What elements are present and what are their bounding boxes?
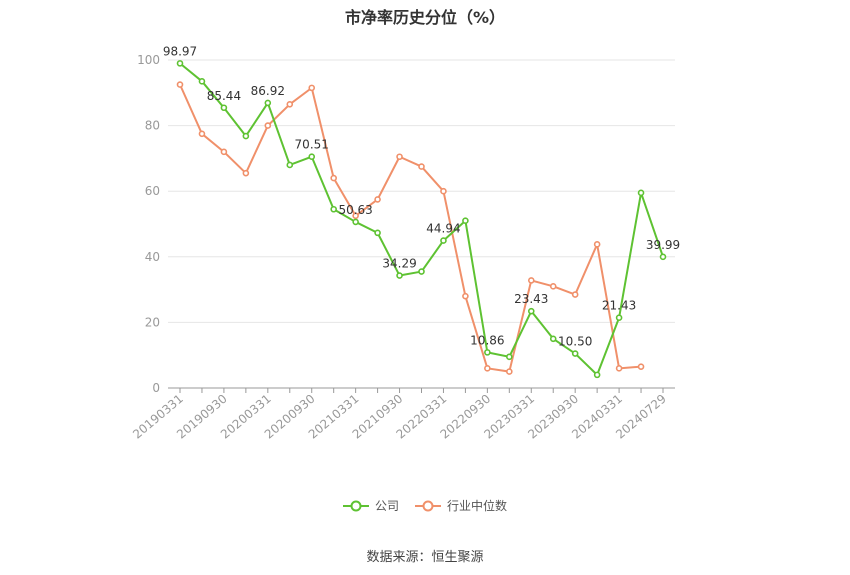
- data-point-industry: [615, 365, 623, 372]
- data-point-industry: [440, 187, 447, 195]
- data-point-company: [330, 205, 337, 213]
- y-tick-label: 60: [145, 184, 160, 198]
- data-point-company: [506, 353, 513, 361]
- data-point-company: [396, 272, 403, 279]
- data-point-company: [484, 349, 491, 356]
- data-point-company: [527, 307, 535, 315]
- y-tick-label: 40: [145, 250, 160, 264]
- data-point-company: [418, 268, 425, 275]
- data-point-industry: [374, 196, 381, 203]
- data-label: 10.50: [558, 335, 592, 349]
- legend-industry-marker-icon: [415, 500, 441, 511]
- data-point-industry: [352, 212, 359, 220]
- grid-lines: [168, 59, 675, 323]
- data-point-industry: [198, 130, 206, 138]
- data-point-company: [242, 132, 250, 140]
- y-tick-label: 80: [145, 119, 160, 133]
- data-point-industry: [176, 81, 184, 88]
- data-label: 50.63: [338, 203, 372, 217]
- data-point-industry: [264, 122, 272, 129]
- data-point-company: [440, 237, 447, 244]
- data-point-company: [571, 350, 579, 357]
- data-point-industry: [571, 291, 579, 298]
- data-point-company: [286, 161, 294, 169]
- data-label: 85.44: [207, 89, 241, 103]
- data-label: 44.94: [426, 222, 460, 236]
- legend-item-company[interactable]: 公司: [342, 497, 399, 514]
- data-point-company: [176, 60, 184, 67]
- data-point-industry: [527, 277, 535, 284]
- legend-item-industry[interactable]: 行业中位数: [415, 497, 507, 514]
- data-point-industry: [330, 174, 337, 182]
- data-point-company: [593, 371, 601, 379]
- line-chart: 0 20 40 60 80 100 201903312019093020200331202…: [130, 44, 680, 442]
- data-point-industry: [462, 292, 469, 300]
- source-note: 数据来源：恒生聚源: [366, 550, 484, 565]
- data-point-company: [374, 229, 381, 237]
- legend: 公司 行业中位数: [0, 497, 850, 514]
- data-point-industry: [396, 153, 403, 161]
- data-label: 86.92: [251, 84, 285, 98]
- data-label: 98.97: [163, 44, 197, 58]
- data-point-industry: [637, 363, 645, 370]
- data-label: 39.99: [646, 238, 680, 252]
- data-point-company: [615, 314, 623, 322]
- data-labels: 98.97 85.44 86.92 70.51 50.63 34.29 44.94 10.86…: [163, 44, 680, 348]
- data-point-company: [264, 99, 272, 107]
- series-line-company: [179, 62, 664, 376]
- legend-industry-label: 行业中位数: [447, 499, 508, 513]
- data-point-company: [637, 189, 645, 197]
- data-point-company: [352, 218, 359, 226]
- y-tick-label: 100: [137, 53, 160, 67]
- data-label: 21.43: [602, 299, 636, 313]
- data-point-industry: [484, 365, 491, 372]
- y-tick-label: 0: [152, 381, 160, 395]
- data-point-company: [549, 335, 557, 343]
- data-point-industry: [506, 368, 513, 375]
- data-point-company: [220, 104, 228, 112]
- data-label: 34.29: [382, 257, 416, 271]
- series-line-industry: [179, 84, 642, 373]
- y-axis: 0 20 40 60 80 100: [137, 53, 160, 395]
- data-label: 23.43: [514, 292, 548, 306]
- data-point-industry: [549, 283, 557, 290]
- data-point-industry: [418, 163, 425, 170]
- data-point-industry: [286, 100, 294, 108]
- data-point-company: [198, 78, 206, 85]
- y-tick-label: 20: [145, 315, 160, 329]
- data-label: 70.51: [295, 138, 329, 152]
- data-point-industry: [242, 169, 250, 177]
- chart-title: 市净率历史分位（%）: [344, 8, 506, 27]
- data-label: 10.86: [470, 333, 504, 347]
- data-point-industry: [593, 241, 601, 248]
- data-point-company: [308, 153, 316, 161]
- legend-company-label: 公司: [374, 499, 399, 513]
- data-point-company: [659, 253, 667, 261]
- x-axis: 2019033120190930202003312020093020210331…: [130, 387, 675, 442]
- data-point-industry: [308, 84, 316, 92]
- data-point-company: [462, 217, 469, 225]
- series-layer: [176, 60, 667, 379]
- data-point-industry: [220, 148, 228, 156]
- legend-company-marker-icon: [342, 500, 369, 511]
